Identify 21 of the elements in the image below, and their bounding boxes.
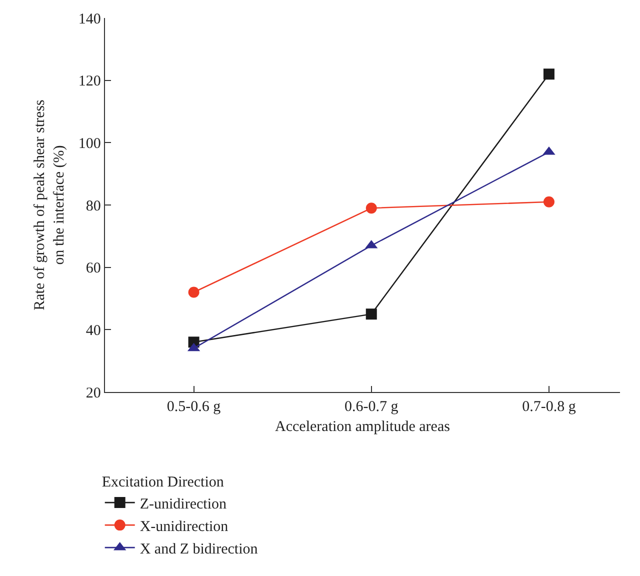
y-tick-label: 40 (86, 322, 101, 339)
legend-title: Excitation Direction (102, 474, 224, 490)
y-tick-label: 140 (78, 11, 101, 28)
point (543, 196, 554, 208)
y-axis-title: Rate of growth of peak shear stress on the interface (%) (32, 99, 68, 310)
point (366, 308, 377, 320)
y-tick-label: 100 (78, 136, 101, 152)
legend-label: X and Z bidirection (140, 541, 258, 558)
x-tick-label: 0.7-0.8 g (522, 399, 576, 416)
y-tick-label: 20 (86, 385, 101, 402)
point (188, 286, 200, 298)
y-tick-label: 120 (78, 74, 101, 90)
y-tick-label: 60 (86, 260, 101, 277)
point (366, 202, 377, 214)
point (543, 68, 554, 80)
legend-label: Z-unidirection (140, 496, 227, 512)
x-tick-label: 0.5-0.6 g (166, 399, 222, 416)
y-tick-label: 80 (86, 198, 101, 214)
x-tick-label: 0.6-0.7 g (344, 399, 399, 416)
x-axis-title: Acceleration amplitude areas (275, 419, 450, 436)
legend-label: X-unidirection (140, 518, 229, 535)
